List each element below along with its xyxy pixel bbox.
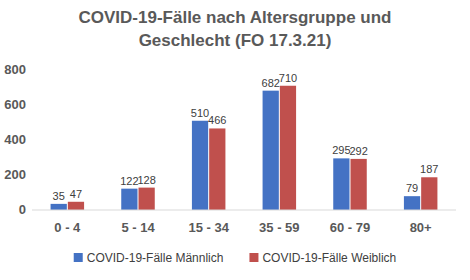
y-tick-label: 0 (19, 202, 26, 217)
data-label: 187 (420, 163, 438, 175)
data-label: 295 (332, 144, 350, 156)
data-label: 510 (191, 107, 209, 119)
x-tick-label: 5 - 14 (121, 220, 155, 235)
plot-svg: 0 200 400 600 800 35 122 510 682 295 79 47 128 466 710… (0, 0, 470, 280)
bar (333, 158, 349, 210)
title: COVID-19-Fälle nach Altersgruppe und Ges… (60, 6, 410, 52)
bar (139, 188, 155, 210)
legend-swatch (74, 253, 83, 262)
bar (68, 202, 84, 210)
y-tick-label: 600 (4, 97, 26, 112)
data-label: 122 (120, 175, 138, 187)
bar (263, 91, 279, 210)
legend-label: COVID-19-Fälle Weiblich (262, 251, 396, 265)
bar (351, 159, 367, 210)
bar (51, 204, 67, 210)
bars (51, 86, 438, 210)
chart: COVID-19-Fälle nach Altersgruppe und Ges… (0, 0, 470, 280)
bar (280, 86, 296, 210)
x-tick-label: 60 - 79 (330, 220, 370, 235)
legend-label: COVID-19-Fälle Männlich (87, 251, 224, 265)
legend-swatch (249, 253, 258, 262)
x-tick-label: 15 - 34 (188, 220, 229, 235)
bar (421, 177, 437, 210)
data-label: 47 (70, 188, 82, 200)
bar (121, 189, 137, 210)
data-label: 710 (279, 72, 297, 84)
data-label: 292 (349, 145, 367, 157)
x-axis-line (32, 210, 456, 211)
data-label: 35 (53, 190, 65, 202)
bar (192, 121, 208, 210)
x-tick-label: 0 - 4 (54, 220, 81, 235)
data-label: 79 (406, 182, 418, 194)
data-label: 128 (137, 174, 155, 186)
x-tick-label: 80+ (410, 220, 432, 235)
y-tick-label: 400 (4, 132, 26, 147)
bar (209, 128, 225, 210)
x-tick-label: 35 - 59 (259, 220, 299, 235)
y-tick-label: 200 (4, 167, 26, 182)
y-tick-label: 800 (4, 62, 26, 77)
legend: COVID-19-Fälle Männlich COVID-19-Fälle We… (74, 251, 397, 265)
bar (404, 196, 420, 210)
data-label: 466 (208, 114, 226, 126)
data-label: 682 (262, 77, 280, 89)
